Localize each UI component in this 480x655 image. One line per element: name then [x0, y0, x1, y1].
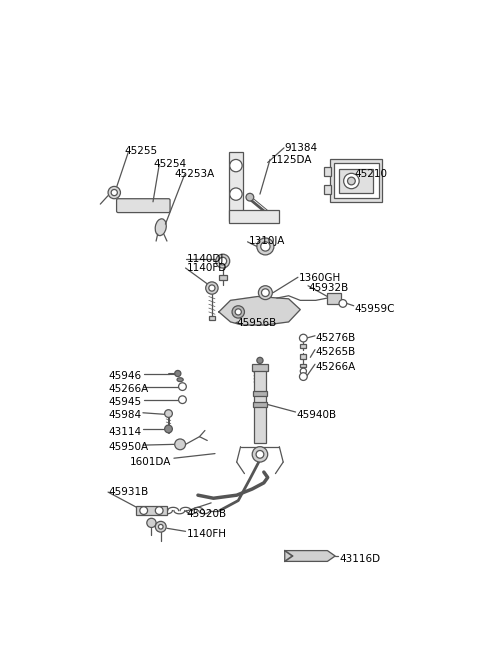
Text: 45940B: 45940B: [296, 409, 336, 420]
Bar: [219, 275, 227, 280]
Circle shape: [175, 371, 181, 377]
Bar: [300, 364, 306, 367]
Circle shape: [111, 189, 117, 196]
Bar: [324, 185, 331, 194]
Text: 45210: 45210: [355, 169, 387, 179]
Text: 45959C: 45959C: [355, 304, 395, 314]
Text: 1140FH: 1140FH: [186, 529, 227, 539]
Circle shape: [348, 177, 355, 185]
Circle shape: [339, 299, 347, 307]
Text: 45946: 45946: [109, 371, 142, 381]
Text: 45932B: 45932B: [308, 284, 348, 293]
Circle shape: [175, 439, 186, 450]
Circle shape: [230, 159, 242, 172]
Circle shape: [261, 242, 270, 251]
Bar: [253, 402, 267, 407]
Ellipse shape: [177, 378, 183, 382]
Circle shape: [230, 188, 242, 200]
Bar: [136, 506, 167, 515]
Bar: [252, 364, 268, 371]
Ellipse shape: [155, 219, 166, 236]
Circle shape: [256, 451, 264, 458]
Circle shape: [140, 507, 147, 514]
Text: 45254: 45254: [153, 159, 186, 169]
Circle shape: [179, 396, 186, 403]
Circle shape: [219, 257, 227, 265]
Bar: [300, 354, 306, 359]
Text: 45950A: 45950A: [109, 442, 149, 452]
Text: 45984: 45984: [109, 411, 142, 421]
Circle shape: [156, 507, 163, 514]
Bar: [330, 159, 383, 202]
Text: 45265B: 45265B: [316, 347, 356, 358]
Bar: [300, 345, 306, 348]
Circle shape: [232, 306, 244, 318]
Text: 45945: 45945: [109, 398, 142, 407]
Bar: [334, 163, 379, 198]
Polygon shape: [285, 551, 335, 561]
Bar: [327, 293, 341, 304]
Text: 1125DA: 1125DA: [271, 155, 312, 165]
Circle shape: [156, 521, 166, 532]
Circle shape: [108, 187, 120, 198]
Circle shape: [344, 174, 359, 189]
Circle shape: [257, 238, 274, 255]
Circle shape: [257, 358, 263, 364]
Circle shape: [300, 368, 306, 374]
Circle shape: [235, 309, 241, 315]
Bar: [324, 167, 331, 176]
FancyBboxPatch shape: [117, 198, 170, 213]
Text: 1310JA: 1310JA: [248, 236, 285, 246]
Text: 43116D: 43116D: [339, 553, 380, 564]
Circle shape: [300, 373, 307, 381]
Circle shape: [252, 447, 268, 462]
Bar: [339, 169, 373, 193]
Circle shape: [158, 525, 163, 529]
Circle shape: [300, 334, 307, 342]
Text: 45255: 45255: [124, 146, 157, 157]
Text: 1601DA: 1601DA: [130, 457, 171, 466]
Bar: [253, 391, 267, 396]
Polygon shape: [219, 297, 300, 325]
Bar: [209, 316, 215, 320]
Text: 45266A: 45266A: [109, 384, 149, 394]
Circle shape: [216, 254, 230, 268]
Text: 45931B: 45931B: [109, 487, 149, 496]
Text: 45276B: 45276B: [316, 333, 356, 343]
Bar: [229, 152, 243, 221]
Text: 45266A: 45266A: [316, 362, 356, 372]
Text: 45253A: 45253A: [175, 169, 215, 179]
Text: 1140FD: 1140FD: [186, 263, 227, 273]
Circle shape: [147, 518, 156, 527]
Text: 1360GH: 1360GH: [299, 272, 341, 283]
Circle shape: [246, 193, 254, 201]
Bar: [254, 369, 266, 443]
Circle shape: [262, 289, 269, 297]
Circle shape: [165, 409, 172, 417]
Circle shape: [209, 285, 215, 291]
Text: 45956B: 45956B: [237, 318, 277, 328]
Circle shape: [206, 282, 218, 294]
Text: 91384: 91384: [285, 143, 318, 153]
Text: 45920B: 45920B: [186, 509, 227, 519]
Circle shape: [165, 425, 172, 433]
Bar: [229, 210, 279, 223]
Text: 1140DJ: 1140DJ: [186, 254, 224, 264]
Circle shape: [258, 286, 272, 299]
Text: 43114: 43114: [109, 426, 142, 437]
Circle shape: [179, 383, 186, 390]
